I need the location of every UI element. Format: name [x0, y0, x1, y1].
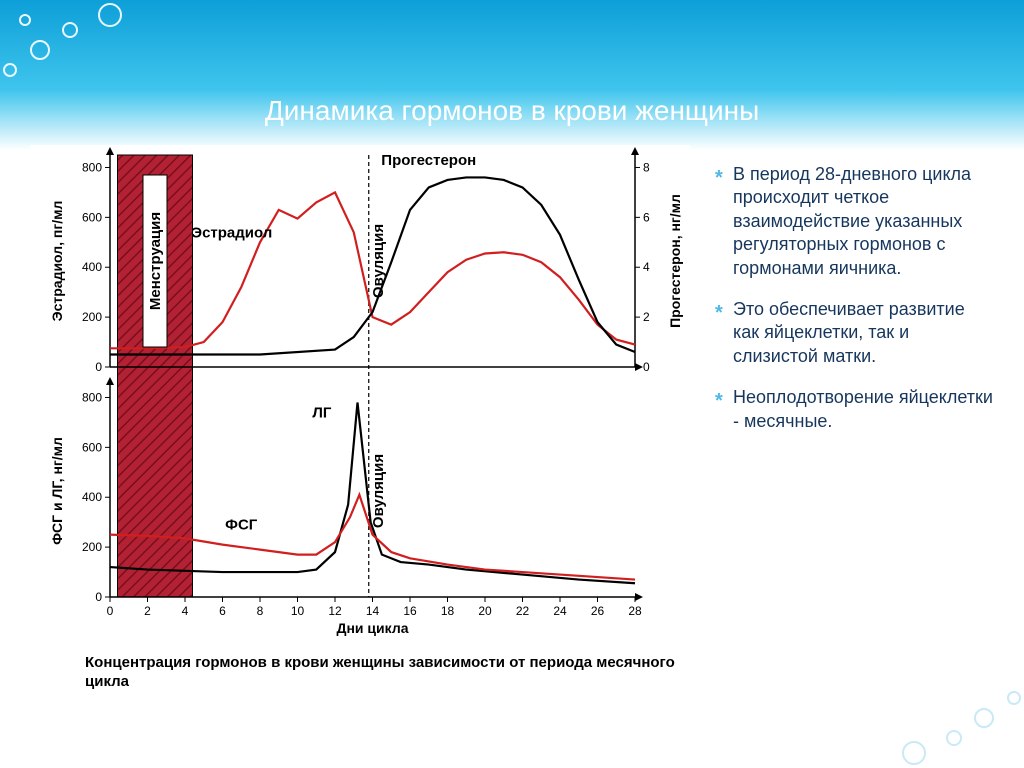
svg-text:ФСГ и ЛГ, нг/мл: ФСГ и ЛГ, нг/мл [49, 437, 65, 545]
svg-text:12: 12 [328, 604, 342, 618]
chart-container: 020040060080002468Эстрадиол, пг/млПрогес… [30, 145, 690, 738]
svg-text:Прогестерон, нг/мл: Прогестерон, нг/мл [667, 194, 683, 328]
slide-title: Динамика гормонов в крови женщины [0, 95, 1024, 127]
svg-text:6: 6 [219, 604, 226, 618]
svg-text:4: 4 [182, 604, 189, 618]
svg-text:Дни цикла: Дни цикла [337, 620, 409, 636]
svg-text:Эстрадиол, пг/мл: Эстрадиол, пг/мл [49, 201, 65, 322]
bullet-item: Неоплодотворение яйцеклетки - месячные. [715, 386, 994, 433]
svg-text:ФСГ: ФСГ [225, 517, 258, 534]
svg-text:0: 0 [95, 590, 102, 604]
chart-caption: Концентрация гормонов в крови женщины за… [30, 654, 690, 692]
svg-text:18: 18 [441, 604, 455, 618]
svg-text:Прогестерон: Прогестерон [381, 152, 476, 169]
svg-text:24: 24 [553, 604, 567, 618]
svg-text:800: 800 [82, 390, 102, 404]
svg-text:ЛГ: ЛГ [312, 404, 332, 421]
svg-text:22: 22 [516, 604, 530, 618]
svg-text:Менструация: Менструация [147, 212, 164, 310]
svg-text:0: 0 [643, 360, 650, 374]
bullet-item: Это обеспечивает развитие как яйцеклетки… [715, 298, 994, 368]
svg-text:4: 4 [643, 260, 650, 274]
bullet-item: В период 28-дневного цикла происходит че… [715, 163, 994, 280]
svg-text:6: 6 [643, 210, 650, 224]
svg-text:2: 2 [144, 604, 151, 618]
svg-text:0: 0 [95, 360, 102, 374]
svg-text:8: 8 [643, 160, 650, 174]
svg-text:200: 200 [82, 540, 102, 554]
svg-text:Эстрадиол: Эстрадиол [191, 224, 272, 241]
svg-text:0: 0 [107, 604, 114, 618]
svg-text:600: 600 [82, 440, 102, 454]
svg-text:600: 600 [82, 210, 102, 224]
svg-text:Овуляция: Овуляция [370, 454, 387, 528]
svg-text:400: 400 [82, 490, 102, 504]
svg-text:28: 28 [628, 604, 642, 618]
svg-text:14: 14 [366, 604, 380, 618]
svg-text:800: 800 [82, 160, 102, 174]
svg-text:26: 26 [591, 604, 605, 618]
svg-text:8: 8 [257, 604, 264, 618]
svg-text:2: 2 [643, 310, 650, 324]
hormone-chart: 020040060080002468Эстрадиол, пг/млПрогес… [30, 145, 690, 645]
svg-text:400: 400 [82, 260, 102, 274]
slide-header [0, 0, 1024, 150]
svg-text:20: 20 [478, 604, 492, 618]
corner-deco-top [0, 0, 150, 80]
slide-content: 020040060080002468Эстрадиол, пг/млПрогес… [30, 145, 994, 738]
svg-text:10: 10 [291, 604, 305, 618]
svg-text:200: 200 [82, 310, 102, 324]
bullet-list: В период 28-дневного цикла происходит че… [690, 145, 994, 738]
svg-text:16: 16 [403, 604, 417, 618]
svg-text:Овуляция: Овуляция [370, 224, 387, 298]
